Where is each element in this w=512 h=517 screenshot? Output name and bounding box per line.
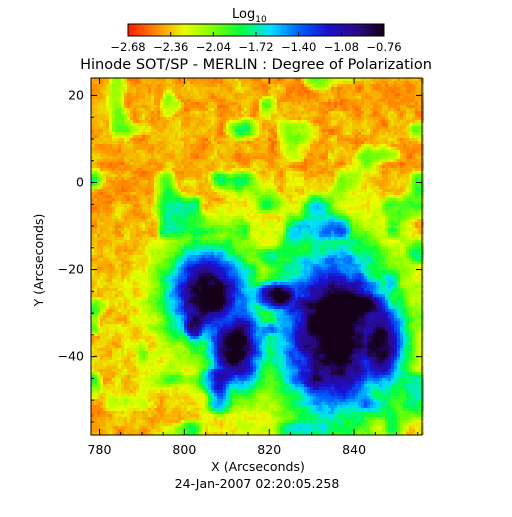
colorbar-tick-label: −1.08	[324, 40, 359, 54]
colorbar-tick-label: −0.76	[366, 40, 401, 54]
y-tick-label: 0	[76, 174, 84, 189]
chart-title: Hinode SOT/SP - MERLIN : Degree of Polar…	[80, 57, 432, 73]
date-label: 24-Jan-2007 02:20:05.258	[175, 476, 340, 491]
colorbar-tick-label: −2.04	[196, 40, 231, 54]
x-tick-label: 780	[88, 442, 112, 457]
x-axis-label: X (Arcseconds)	[211, 459, 305, 474]
x-tick-label: 800	[172, 442, 196, 457]
y-tick-label: −40	[58, 349, 84, 364]
colorbar-tick-label: −1.40	[281, 40, 316, 54]
heatmap-image	[91, 78, 424, 435]
x-tick-label: 840	[342, 442, 366, 457]
y-axis-label: Y (Arcseconds)	[31, 214, 46, 308]
colorbar-label: Log10	[232, 7, 267, 25]
colorbar-tick-label: −2.36	[153, 40, 188, 54]
y-tick-label: −20	[58, 262, 84, 277]
x-tick-label: 820	[257, 442, 281, 457]
y-tick-label: 20	[68, 87, 84, 102]
colorbar-tick-label: −2.68	[110, 40, 145, 54]
colorbar-tick-label: −1.72	[238, 40, 273, 54]
